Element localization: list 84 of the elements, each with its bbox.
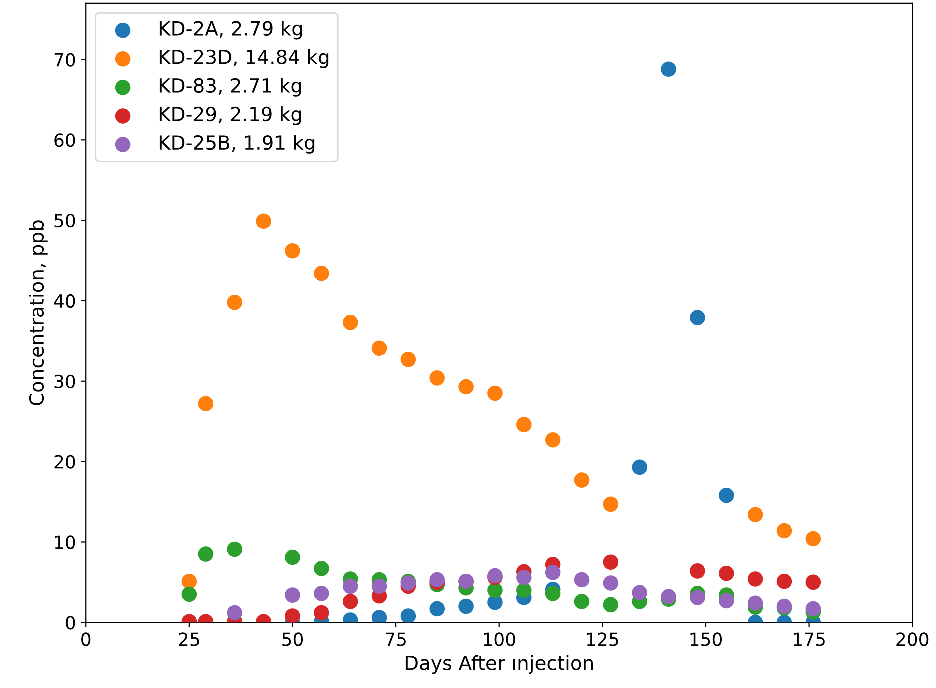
- point: [314, 586, 330, 602]
- point: [372, 578, 388, 594]
- y-tick-label: 20: [54, 455, 76, 469]
- x-tick-label: 200: [896, 632, 929, 646]
- point: [342, 578, 358, 594]
- point: [806, 601, 822, 617]
- y-tick-label: 50: [54, 214, 76, 228]
- point: [748, 572, 764, 587]
- legend-label: KD-83, 2.71 kg: [160, 78, 302, 97]
- point: [603, 554, 619, 570]
- point: [574, 594, 590, 610]
- x-tick-label: 150: [690, 632, 722, 646]
- x-tick-label: 125: [587, 632, 618, 646]
- point: [285, 550, 300, 566]
- point: [545, 432, 561, 448]
- x-tick-label: 0: [82, 632, 91, 646]
- point: [748, 507, 764, 523]
- point: [806, 574, 822, 590]
- y-tick-label: 0: [66, 616, 76, 630]
- x-tick-label: 25: [179, 632, 200, 646]
- point: [516, 570, 532, 586]
- point: [776, 574, 792, 590]
- point: [488, 582, 503, 598]
- point: [545, 565, 561, 580]
- legend-label: KD-2A, 2.79 kg: [160, 20, 302, 40]
- point: [285, 243, 300, 259]
- y-axis-title: Concentration, ppb: [29, 220, 48, 406]
- point: [719, 488, 734, 504]
- point: [690, 564, 706, 579]
- y-tick-label: 30: [54, 374, 76, 389]
- point: [603, 576, 619, 591]
- x-tick-label: 50: [282, 632, 304, 646]
- point: [719, 593, 734, 609]
- point: [719, 566, 734, 582]
- x-tick-label: 100: [484, 632, 516, 646]
- point: [227, 605, 243, 621]
- legend-label: KD-25B, 1.91 kg: [160, 135, 315, 154]
- point: [430, 370, 446, 386]
- point: [227, 294, 243, 310]
- point: [400, 608, 416, 623]
- point: [256, 214, 272, 230]
- point: [285, 588, 300, 603]
- point: [574, 572, 590, 588]
- y-tick-label: 40: [54, 294, 76, 308]
- point: [574, 472, 590, 488]
- legend-label: KD-23D, 14.84 kg: [160, 49, 329, 68]
- point: [458, 598, 474, 614]
- x-tick-label: 175: [794, 632, 825, 646]
- point: [198, 396, 214, 412]
- point: [776, 523, 792, 539]
- point: [400, 352, 416, 368]
- point: [690, 590, 706, 606]
- point: [748, 596, 764, 611]
- point: [285, 608, 300, 623]
- point: [342, 594, 358, 610]
- x-tick-label: 75: [386, 632, 406, 646]
- point: [458, 379, 474, 395]
- point: [806, 531, 822, 547]
- point: [603, 496, 619, 512]
- y-tick-label: 70: [54, 53, 76, 67]
- point: [516, 417, 532, 432]
- point: [632, 460, 648, 476]
- point: [516, 582, 532, 598]
- y-tick-label: 10: [55, 536, 76, 550]
- point: [488, 386, 503, 402]
- point: [372, 340, 388, 356]
- x-axis-title: Days After ınjection: [406, 655, 594, 674]
- point: [545, 586, 561, 602]
- point: [690, 310, 706, 326]
- y-tick-label: 60: [54, 134, 76, 148]
- point: [314, 266, 330, 282]
- point: [182, 574, 198, 590]
- legend-label: KD-29, 2.19 kg: [160, 106, 302, 126]
- point: [314, 561, 330, 576]
- point: [632, 585, 648, 601]
- point: [661, 62, 676, 78]
- point: [182, 586, 198, 602]
- point: [603, 597, 619, 613]
- point: [198, 546, 214, 562]
- point: [372, 610, 388, 623]
- point: [227, 542, 243, 558]
- point: [430, 601, 446, 617]
- point: [342, 315, 358, 330]
- point: [314, 605, 330, 621]
